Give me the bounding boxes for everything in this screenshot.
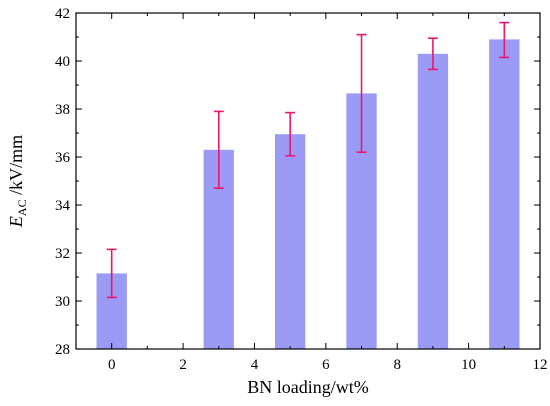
y-tick-label: 40 bbox=[55, 54, 70, 70]
bar-11 bbox=[489, 39, 520, 350]
x-tick-label: 12 bbox=[533, 357, 548, 373]
y-tick-label: 32 bbox=[55, 246, 70, 262]
x-tick-label: 8 bbox=[393, 357, 401, 373]
y-tick-label: 30 bbox=[55, 294, 70, 310]
error-bar-9 bbox=[427, 37, 438, 71]
y-axis-title-rest: /kV/mm bbox=[6, 135, 26, 200]
y-tick-label: 42 bbox=[55, 6, 70, 22]
y-tick-label: 28 bbox=[55, 342, 70, 358]
error-bars-group bbox=[106, 21, 510, 299]
y-axis-title: EAC /kV/mm bbox=[6, 135, 29, 228]
bar-5 bbox=[274, 134, 306, 349]
x-axis-title: BN loading/wt% bbox=[247, 377, 369, 397]
plot-frame bbox=[75, 12, 541, 350]
y-tick-label: 34 bbox=[55, 198, 71, 214]
x-tick-label: 6 bbox=[322, 357, 330, 373]
x-ticks: 0 2 4 6 8 10 12 bbox=[75, 13, 548, 373]
error-bar-11 bbox=[499, 21, 510, 59]
y-ticks: 28 30 32 34 36 38 40 42 bbox=[55, 6, 540, 358]
x-tick-label: 10 bbox=[461, 357, 476, 373]
bars-group bbox=[96, 39, 520, 350]
y-axis-title-main: E bbox=[6, 216, 26, 228]
error-bar-0 bbox=[106, 248, 117, 299]
x-tick-label: 0 bbox=[108, 357, 116, 373]
x-tick-label: 4 bbox=[251, 357, 259, 373]
x-tick-label: 2 bbox=[179, 357, 187, 373]
y-axis-title-sub: AC bbox=[15, 199, 29, 216]
error-bar-3 bbox=[213, 110, 224, 189]
y-tick-label: 38 bbox=[55, 102, 70, 118]
error-bar-5 bbox=[285, 111, 296, 157]
y-tick-label: 36 bbox=[55, 150, 71, 166]
error-bar-7 bbox=[356, 33, 367, 153]
bar-9 bbox=[417, 53, 449, 350]
